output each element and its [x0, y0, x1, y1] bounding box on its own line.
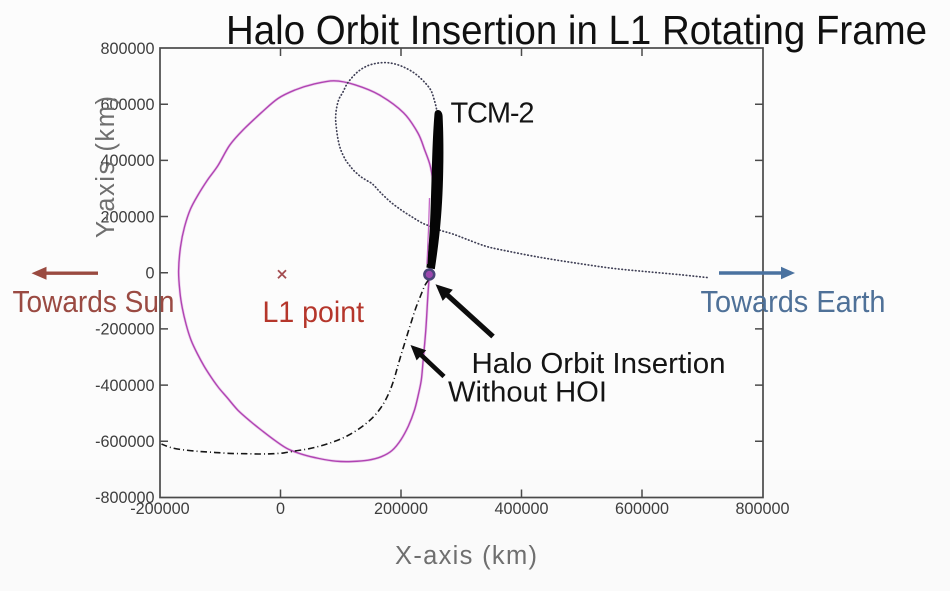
svg-text:X-axis (km): X-axis (km) — [395, 542, 537, 570]
svg-text:800000: 800000 — [735, 500, 789, 518]
svg-text:Towards Earth: Towards Earth — [701, 285, 886, 319]
svg-text:-200000: -200000 — [95, 321, 154, 339]
svg-text:800000: 800000 — [100, 40, 154, 58]
svg-text:Without HOI: Without HOI — [448, 377, 607, 409]
svg-text:400000: 400000 — [494, 500, 548, 518]
svg-text:-400000: -400000 — [95, 377, 154, 395]
svg-text:Y-axis (km): Y-axis (km) — [92, 96, 120, 238]
svg-text:0: 0 — [145, 265, 154, 283]
svg-text:-800000: -800000 — [95, 489, 154, 507]
svg-text:Halo Orbit Insertion in L1 Rot: Halo Orbit Insertion in L1 Rotating Fram… — [226, 7, 927, 53]
svg-text:0: 0 — [276, 500, 285, 518]
svg-text:600000: 600000 — [615, 500, 669, 518]
svg-text:L1 point: L1 point — [263, 296, 365, 329]
svg-text:400000: 400000 — [100, 152, 154, 170]
svg-text:Halo Orbit Insertion: Halo Orbit Insertion — [472, 348, 726, 380]
svg-text:Towards Sun: Towards Sun — [13, 285, 175, 319]
svg-text:200000: 200000 — [100, 208, 154, 226]
svg-text:200000: 200000 — [374, 500, 428, 518]
svg-text:-200000: -200000 — [130, 500, 189, 518]
svg-text:-600000: -600000 — [95, 433, 154, 451]
svg-text:600000: 600000 — [100, 96, 154, 114]
svg-text:TCM-2: TCM-2 — [451, 98, 535, 130]
